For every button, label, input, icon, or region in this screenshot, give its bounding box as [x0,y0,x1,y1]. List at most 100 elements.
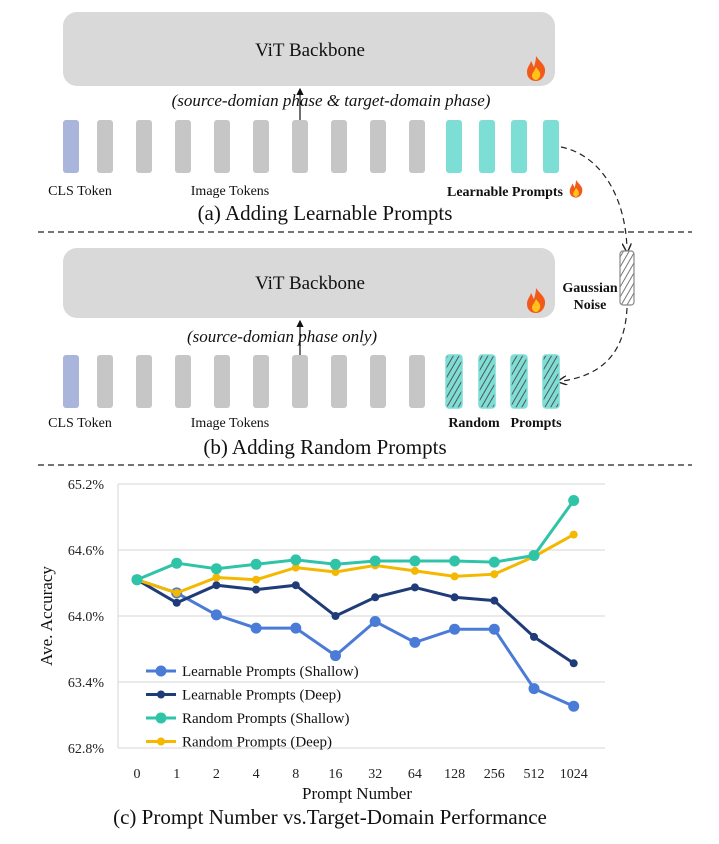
data-point [369,555,381,567]
learnable-prompt-token [446,120,462,173]
learnable-prompt-token [479,120,495,173]
image-token [136,120,152,173]
noise-arrow [560,146,627,248]
data-point [291,581,300,590]
legend-label: Learnable Prompts (Deep) [182,688,341,704]
image-token [175,120,191,173]
image-tokens-label: Image Tokens [191,184,269,199]
series-line [136,578,575,665]
series-2 [131,495,580,586]
data-point [528,683,540,695]
cls-token [63,355,79,408]
image-token [214,120,230,173]
data-point [171,557,183,569]
learnable-prompt-token [511,120,527,173]
legend-item: Learnable Prompts (Shallow) [146,664,359,680]
data-point [131,574,143,586]
cls-token-label: CLS Token [48,184,112,199]
x-tick-label: 1 [173,767,180,782]
y-tick-label: 64.6% [68,544,105,559]
vit-backbone-box [63,248,555,318]
legend-swatch-marker [155,665,167,677]
data-point [250,558,262,570]
legend-label: Learnable Prompts (Shallow) [182,664,359,680]
data-point [172,598,181,607]
legend: Learnable Prompts (Shallow) Learnable Pro… [146,664,359,751]
data-point [490,570,499,579]
caption-c: (c) Prompt Number vs.Target-Domain Perfo… [113,805,547,829]
random-prompt-token [445,354,463,409]
data-point [369,616,381,627]
x-tick-label: 8 [292,767,299,782]
gaussian-label: Gaussian [562,281,617,296]
data-point [290,554,302,566]
fire-icon [527,56,546,81]
legend-label: Random Prompts (Deep) [182,735,332,751]
image-token [292,120,308,173]
y-tick-label: 65.2% [68,478,105,493]
data-point [568,700,580,712]
data-point [528,550,540,561]
data-point [490,596,499,605]
series-line [136,578,575,708]
legend-swatch-marker [157,690,165,699]
y-axis-label: Ave. Accuracy [37,566,56,666]
data-point [569,530,578,539]
x-tick-label: 0 [134,767,141,782]
image-token [214,355,230,408]
data-point [291,563,300,572]
image-token [370,120,386,173]
legend-item: Random Prompts (Deep) [146,735,332,751]
image-token [370,355,386,408]
data-point [212,573,221,582]
backbone-label: ViT Backbone [255,273,365,294]
data-point [530,632,538,641]
image-token [409,120,425,173]
x-tick-label: 256 [484,767,505,782]
x-tick-label: 32 [368,767,382,782]
data-point [210,563,222,575]
x-tick-label: 4 [253,767,260,782]
gridlines [117,483,605,749]
data-point [330,650,341,662]
cls-token [63,120,79,173]
data-point [409,555,421,567]
learnable-prompt-token [543,120,559,173]
data-point [409,636,421,648]
image-tokens-label: Image Tokens [191,416,269,431]
prompts-label: Prompts [510,416,562,431]
random-label: Random [448,416,500,431]
learnable-prompts-label: Learnable Prompts [447,185,564,200]
data-point [410,566,419,575]
legend-label: Random Prompts (Shallow) [182,711,350,727]
random-prompt-token [510,354,528,409]
data-point [331,568,340,576]
data-point [250,622,262,634]
image-token [97,120,113,173]
token-row-b [63,354,560,409]
x-tick-label: 64 [408,767,422,782]
series-line [136,533,575,595]
random-prompt-token [478,354,496,409]
image-token [331,355,347,408]
x-tick-label: 16 [329,767,343,782]
phase-label: (source-domian phase & target-domain pha… [172,91,491,110]
fire-icon [569,180,583,198]
caption-a: (a) Adding Learnable Prompts [198,201,453,225]
data-point [488,556,500,568]
image-token [97,355,113,408]
backbone-label: ViT Backbone [255,40,365,61]
x-tick-label: 512 [524,767,545,782]
cls-token-label: CLS Token [48,416,112,431]
data-point [290,622,302,634]
legend-swatch-marker [157,737,165,746]
data-point [450,593,459,602]
data-point [210,609,222,621]
legend-item: Learnable Prompts (Deep) [146,688,341,704]
token-row-a [63,120,559,173]
image-token [409,355,425,408]
image-token [253,120,269,173]
vit-backbone-box [63,12,555,86]
data-point [449,623,461,635]
